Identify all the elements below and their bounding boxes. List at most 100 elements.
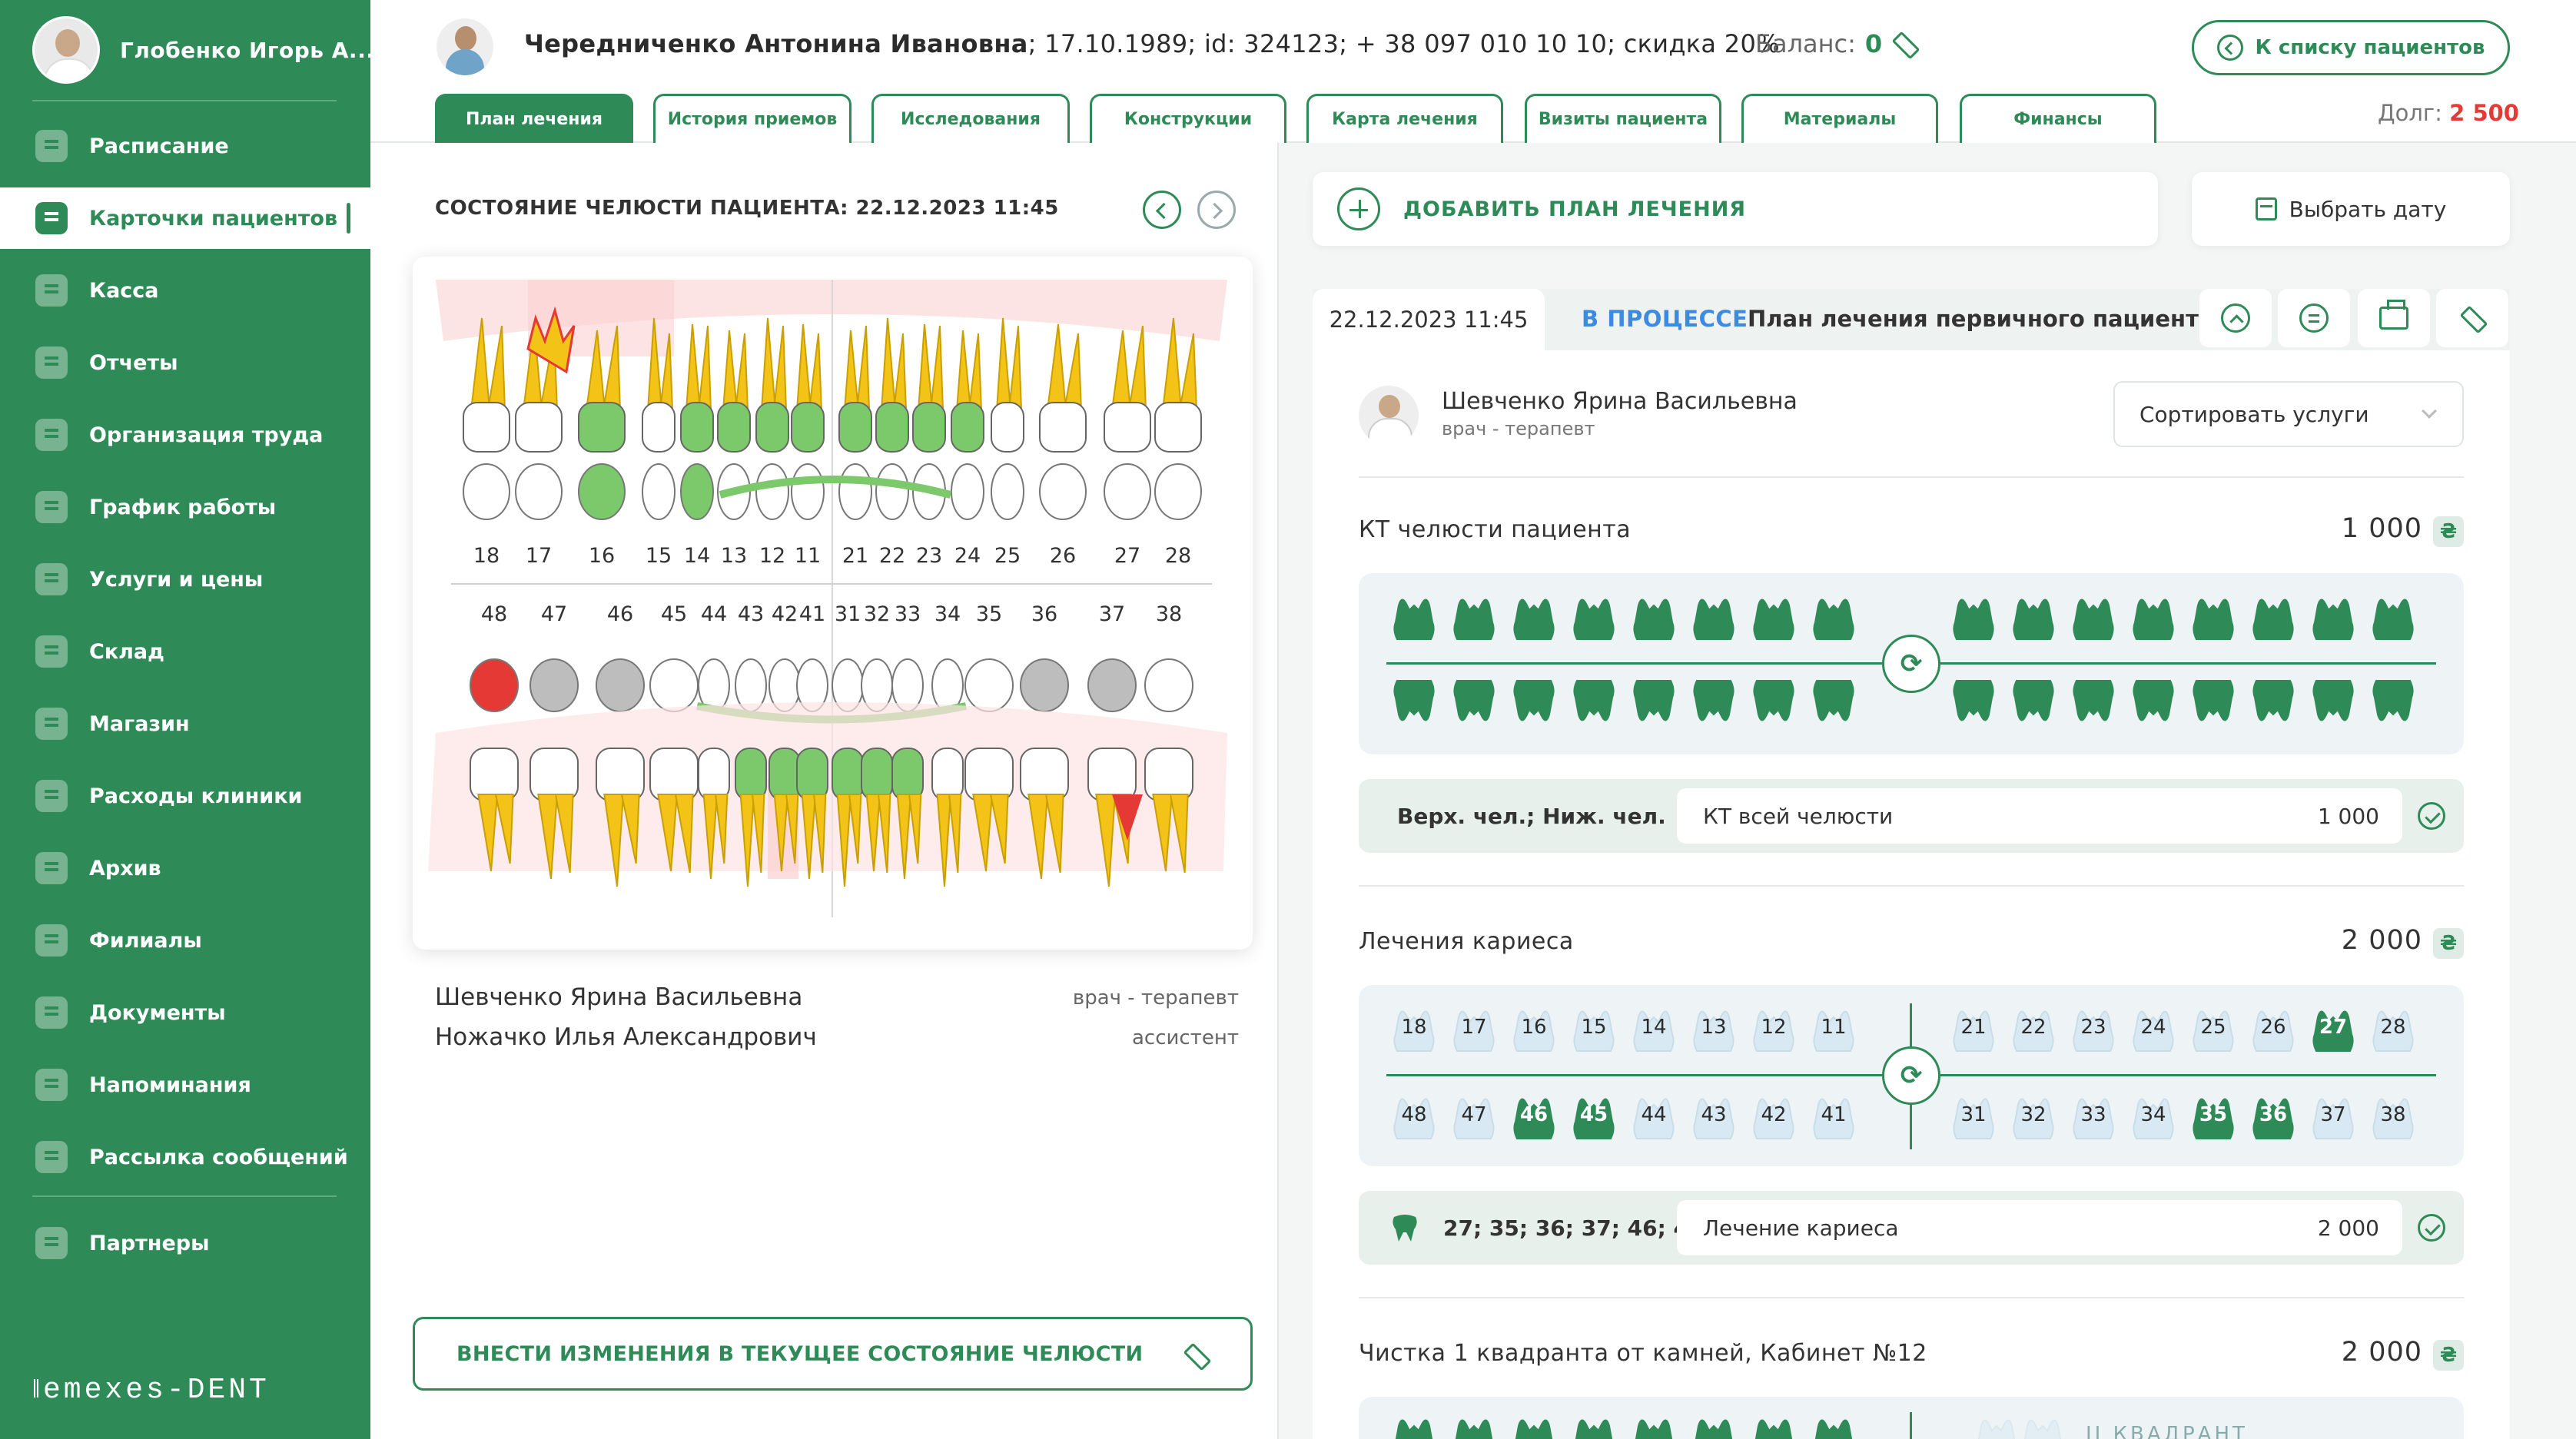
check-circle-icon[interactable] xyxy=(2418,1214,2445,1242)
sidebar-item-13[interactable]: Документы xyxy=(0,982,370,1043)
tooth[interactable] xyxy=(1569,1412,1618,1439)
tooth[interactable] xyxy=(1509,1412,1559,1439)
tooth-11[interactable] xyxy=(1809,592,1858,641)
tooth-18[interactable] xyxy=(1389,592,1439,641)
tooth-38[interactable]: 38 xyxy=(2369,1091,2418,1140)
tooth-13[interactable]: 13 xyxy=(1689,1003,1738,1053)
tooth-number[interactable]: 36 xyxy=(1031,602,1058,626)
tooth-25[interactable] xyxy=(2189,592,2238,641)
tooth-number[interactable]: 12 xyxy=(759,544,786,568)
tooth-31[interactable] xyxy=(1949,679,1998,728)
tooth-27[interactable] xyxy=(2309,592,2358,641)
print-button[interactable] xyxy=(2358,289,2430,347)
currency-icon[interactable]: ₴ xyxy=(2433,928,2464,959)
sort-services-select[interactable]: Сортировать услуги xyxy=(2113,381,2464,447)
tooth-number[interactable]: 23 xyxy=(915,544,943,568)
tooth[interactable] xyxy=(1689,1412,1738,1439)
tooth-number[interactable]: 18 xyxy=(473,544,500,568)
tooth-28[interactable]: 28 xyxy=(2369,1003,2418,1053)
sidebar-item-2[interactable]: Карточки пациентов xyxy=(0,187,370,249)
tooth-11[interactable]: 11 xyxy=(1809,1003,1858,1053)
tooth-48[interactable]: 48 xyxy=(1389,1091,1439,1140)
edit-jaw-state-button[interactable]: ВНЕСТИ ИЗМЕНЕНИЯ В ТЕКУЩЕЕ СОСТОЯНИЕ ЧЕЛ… xyxy=(413,1317,1253,1391)
tooth-35[interactable] xyxy=(2189,679,2238,728)
tooth-22[interactable] xyxy=(2009,592,2058,641)
tooth-number[interactable]: 43 xyxy=(737,602,765,626)
tab-1[interactable]: План лечения xyxy=(435,94,633,143)
sidebar-item-10[interactable]: Расходы клиники xyxy=(0,765,370,827)
tooth-31[interactable]: 31 xyxy=(1949,1091,1998,1140)
tooth-42[interactable] xyxy=(1749,679,1798,728)
tooth-26[interactable] xyxy=(2249,592,2298,641)
next-state-button[interactable] xyxy=(1197,191,1236,229)
prev-state-button[interactable] xyxy=(1143,191,1181,229)
menu-button[interactable] xyxy=(2278,289,2350,347)
tooth-37[interactable] xyxy=(2309,679,2358,728)
tooth-number[interactable]: 44 xyxy=(700,602,728,626)
tooth[interactable] xyxy=(1972,1412,2021,1439)
tooth-number[interactable]: 15 xyxy=(645,544,672,568)
tooth-number[interactable]: 38 xyxy=(1155,602,1183,626)
tooth-48[interactable] xyxy=(1389,679,1439,728)
tooth-21[interactable]: 21 xyxy=(1949,1003,1998,1053)
sidebar-item-12[interactable]: Филиалы xyxy=(0,910,370,971)
tooth-number[interactable]: 45 xyxy=(660,602,688,626)
tooth-43[interactable] xyxy=(1689,679,1738,728)
sidebar-item-6[interactable]: График работы xyxy=(0,476,370,538)
tooth-21[interactable] xyxy=(1949,592,1998,641)
swap-jaw-button[interactable]: ⟳ xyxy=(1882,1046,1940,1105)
tooth-number[interactable]: 32 xyxy=(863,602,891,626)
tooth-number[interactable]: 11 xyxy=(794,544,822,568)
sidebar-item-8[interactable]: Склад xyxy=(0,621,370,682)
tooth-16[interactable]: 16 xyxy=(1509,1003,1559,1053)
tooth-13[interactable] xyxy=(1689,592,1738,641)
tooth-34[interactable] xyxy=(2129,679,2178,728)
tooth-45[interactable] xyxy=(1569,679,1618,728)
tab-8[interactable]: Финансы xyxy=(1960,94,2156,143)
sidebar-user[interactable]: Глобенко Игорь А... xyxy=(32,15,373,85)
sidebar-item-9[interactable]: Магазин xyxy=(0,693,370,754)
tooth-43[interactable]: 43 xyxy=(1689,1091,1738,1140)
tooth-41[interactable] xyxy=(1809,679,1858,728)
tooth-number[interactable]: 21 xyxy=(842,544,869,568)
collapse-button[interactable] xyxy=(2199,289,2272,347)
tooth-16[interactable] xyxy=(1509,592,1559,641)
tooth-27[interactable]: 27 xyxy=(2309,1003,2358,1053)
tooth[interactable] xyxy=(1389,1412,1439,1439)
sidebar-item-16[interactable]: Партнеры xyxy=(0,1212,370,1274)
sidebar-item-1[interactable]: Расписание xyxy=(0,115,370,177)
tooth-36[interactable] xyxy=(2249,679,2298,728)
tooth[interactable] xyxy=(1809,1412,1858,1439)
tooth-22[interactable]: 22 xyxy=(2009,1003,2058,1053)
tooth-38[interactable] xyxy=(2369,679,2418,728)
tooth-number[interactable]: 17 xyxy=(525,544,553,568)
tooth-number[interactable]: 46 xyxy=(606,602,634,626)
tab-4[interactable]: Конструкции xyxy=(1090,94,1286,143)
tooth-number[interactable]: 42 xyxy=(771,602,798,626)
tooth-14[interactable] xyxy=(1629,592,1678,641)
sidebar-item-11[interactable]: Архив xyxy=(0,837,370,899)
sidebar-item-5[interactable]: Организация труда xyxy=(0,404,370,466)
tooth-44[interactable] xyxy=(1629,679,1678,728)
tooth-24[interactable]: 24 xyxy=(2129,1003,2178,1053)
tooth-12[interactable]: 12 xyxy=(1749,1003,1798,1053)
tooth[interactable] xyxy=(1749,1412,1798,1439)
tooth-41[interactable]: 41 xyxy=(1809,1091,1858,1140)
tooth-number[interactable]: 13 xyxy=(720,544,748,568)
tooth-26[interactable]: 26 xyxy=(2249,1003,2298,1053)
tab-5[interactable]: Карта лечения xyxy=(1306,94,1503,143)
sidebar-item-3[interactable]: Касса xyxy=(0,260,370,321)
tooth-15[interactable]: 15 xyxy=(1569,1003,1618,1053)
tooth-47[interactable]: 47 xyxy=(1449,1091,1499,1140)
tooth-33[interactable] xyxy=(2069,679,2118,728)
tooth[interactable] xyxy=(1629,1412,1678,1439)
tooth-number[interactable]: 16 xyxy=(588,544,616,568)
tooth-number[interactable]: 41 xyxy=(798,602,826,626)
tooth-32[interactable]: 32 xyxy=(2009,1091,2058,1140)
tooth-number[interactable]: 28 xyxy=(1164,544,1192,568)
tab-3[interactable]: Исследования xyxy=(871,94,1070,143)
swap-jaw-button[interactable]: ⟳ xyxy=(1882,635,1940,693)
tooth-number[interactable]: 33 xyxy=(894,602,921,626)
edit-plan-button[interactable] xyxy=(2436,289,2508,347)
sidebar-item-4[interactable]: Отчеты xyxy=(0,332,370,393)
